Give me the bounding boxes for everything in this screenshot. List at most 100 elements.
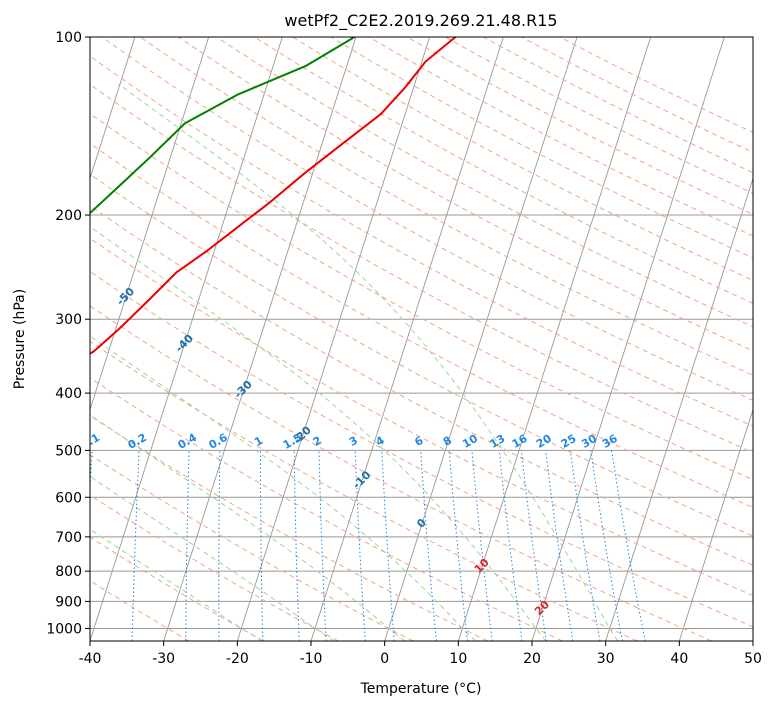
isotherm-label: 0 [414,516,429,531]
mixing-ratio-label: 2 [311,434,324,449]
isotherm-line [384,37,578,641]
isotherm-line [236,37,431,641]
dry-adiabat-line [254,37,753,304]
mixing-ratio-label: 30 [579,432,599,451]
x-tick-label: -40 [79,651,102,667]
dry-adiabat-line [90,237,753,597]
isotherm-label: -60 [56,236,79,259]
isotherm-label: -30 [232,378,255,401]
y-tick-label: 300 [55,312,82,328]
y-tick-label: 600 [55,490,82,506]
dry-adiabat-line [90,113,753,481]
mixing-ratio-line [131,450,140,641]
dry-adiabat-line [216,37,753,328]
dry-adiabat-line [90,340,638,641]
mixing-ratio-label: 0.2 [126,431,149,452]
dry-adiabat-line [444,37,753,194]
temperature-profile-line [90,37,457,355]
x-tick-label: 0 [380,651,389,667]
mixing-ratio-label: 3 [347,434,360,449]
mixing-ratio-line [569,450,601,641]
y-tick-label: 1000 [46,621,82,637]
isotherm-label: -10 [350,468,373,491]
moist-adiabat-line [118,83,619,641]
moist-adiabat-line [90,475,335,641]
dry-adiabat-line [521,37,753,153]
x-tick-label: 30 [597,651,615,667]
mixing-ratio-label: 13 [488,432,508,451]
y-axis-title: Pressure (hPa) [12,289,28,389]
moist-adiabat-line [90,528,263,641]
isotherm-label: 40 [653,680,673,700]
isotherm-label: -50 [114,285,137,308]
dry-adiabat-line [368,37,753,237]
isotherm-label: 20 [532,598,552,618]
isotherm-label: -70 [0,190,20,213]
chart-title: wetPf2_C2E2.2019.269.21.48.R15 [284,11,557,31]
mixing-ratio-line [448,450,468,641]
x-axis-title: Temperature (°C) [360,681,482,697]
isotherm-line [531,37,725,641]
dry-adiabat-line [90,55,753,427]
mixing-ratio-line [520,450,547,641]
y-tick-label: 500 [55,443,82,459]
isotherm-line [90,37,136,180]
dry-adiabat-line [90,454,414,641]
mixing-ratio-label: 10 [460,432,480,451]
x-tick-label: 40 [670,651,688,667]
dry-adiabat-line [90,173,753,537]
mixing-ratio-line [218,450,221,641]
mixing-ratio-label: 0.4 [176,431,200,452]
mixing-ratio-label: 0.6 [206,431,230,452]
dry-adiabat-line [90,415,488,641]
mixing-ratio-line [498,450,523,641]
mixing-ratio-label: 4 [374,434,387,449]
dry-adiabat-line [90,205,753,566]
isotherm-line [678,408,753,641]
y-tick-label: 800 [55,564,82,580]
isotherm-line [90,37,210,412]
isotherm-line [752,639,753,641]
isotherm-line [163,37,357,641]
mixing-ratio-line [90,450,93,495]
isotherm-label: 10 [472,556,492,576]
dry-adiabat-line [90,536,264,641]
isotherm-line [457,37,652,641]
mixing-ratio-line [260,450,264,641]
dry-adiabat-line [90,377,563,641]
y-tick-label: 900 [55,594,82,610]
y-tick-label: 700 [55,530,82,546]
mixing-ratio-line [545,450,574,641]
mixing-ratio-label: 8 [441,434,454,449]
mixing-ratio-line [381,450,395,641]
mixing-ratio-line [293,450,300,641]
y-tick-label: 400 [55,386,82,402]
isotherm-line [605,176,753,641]
dry-adiabat-line [559,37,753,134]
dry-adiabat-line [90,580,190,641]
mixing-ratio-label: 16 [510,432,530,451]
isotherm-label: 30 [593,639,613,659]
x-tick-label: -10 [300,651,323,667]
y-tick-label: 200 [55,208,82,224]
dry-adiabat-line [90,305,712,641]
mixing-ratio-line [420,450,437,641]
dry-adiabat-line [178,37,753,352]
mixing-ratio-label: 6 [412,434,425,449]
dewpoint-profile-line [90,37,356,215]
mixing-ratio-line [471,450,493,641]
moist-adiabat-line [90,335,476,641]
mixing-ratio-label: 36 [600,432,620,451]
mixing-ratio-line [590,450,623,641]
mixing-ratio-label: 1 [252,434,265,449]
dry-adiabat-line [292,37,753,281]
dry-adiabat-line [483,37,753,174]
isotherm-line [0,37,61,641]
plot-frame [89,36,754,642]
dry-adiabat-line [139,37,753,376]
x-tick-label: 10 [449,651,467,667]
isotherm-label: -40 [173,331,196,354]
x-tick-label: -30 [152,651,175,667]
mixing-ratio-label: 20 [534,432,554,451]
